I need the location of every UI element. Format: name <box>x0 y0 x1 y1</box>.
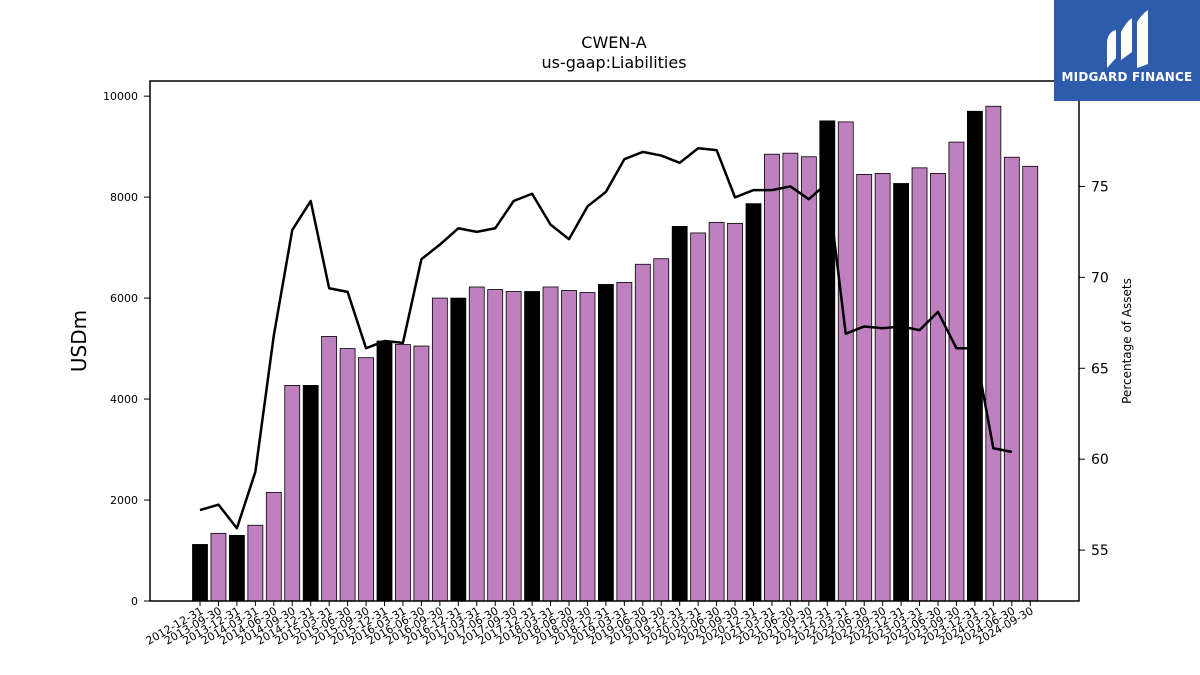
y-axis-label: USDm <box>67 310 91 372</box>
logo-brand-text: MIDGARD FINANCE <box>1062 70 1193 84</box>
bar <box>800 156 817 602</box>
liabilities-pct-line <box>199 147 1013 530</box>
bar <box>358 357 374 602</box>
bar <box>487 289 504 602</box>
y2-axis-ticks: 556065707580 <box>1079 89 1109 559</box>
bar <box>671 225 688 602</box>
bar <box>376 340 393 602</box>
bar <box>911 167 928 602</box>
bar <box>431 297 448 602</box>
bar <box>653 258 670 602</box>
bar <box>450 297 467 602</box>
bar <box>616 282 633 602</box>
bar <box>321 336 338 602</box>
bar <box>210 532 227 602</box>
y2-tick-label: 60 <box>1091 452 1109 468</box>
y-tick-label: 4000 <box>110 393 138 406</box>
y-tick-label: 10000 <box>103 90 138 103</box>
bar <box>634 263 651 602</box>
bar <box>413 345 430 602</box>
bar <box>893 183 909 602</box>
bar <box>782 152 799 602</box>
y2-tick-label: 70 <box>1091 270 1109 286</box>
bar <box>727 222 743 602</box>
bar <box>395 344 411 602</box>
bar <box>745 203 762 602</box>
y-tick-label: 0 <box>131 595 138 608</box>
bars-group <box>192 105 1039 602</box>
bar <box>930 172 946 602</box>
y2-tick-label: 55 <box>1091 543 1109 559</box>
line-group <box>199 147 1013 530</box>
bar <box>542 286 559 602</box>
y-axis-ticks: 0 2000 4000 6000 8000 10000 <box>103 90 150 608</box>
bar <box>505 291 522 602</box>
brand-logo: MIDGARD FINANCE <box>1054 0 1200 101</box>
bar <box>579 292 596 602</box>
y2-axis-label: Percentage of Assets <box>1120 278 1134 404</box>
y-tick-label: 6000 <box>110 292 138 305</box>
chart-title: CWEN-A <box>581 33 646 52</box>
bar <box>524 291 540 602</box>
bar <box>948 141 965 602</box>
bar <box>265 492 282 602</box>
bar <box>339 348 356 602</box>
bar <box>598 284 614 602</box>
chart-subtitle: us-gaap:Liabilities <box>541 53 686 72</box>
bar <box>764 153 780 602</box>
y-tick-label: 8000 <box>110 191 138 204</box>
bar <box>1022 165 1039 602</box>
bar <box>837 121 854 602</box>
bar <box>561 290 577 602</box>
bar <box>708 221 725 602</box>
bar <box>228 534 245 602</box>
bar <box>247 524 264 602</box>
bar <box>690 232 707 602</box>
bar <box>874 172 891 602</box>
y2-tick-label: 75 <box>1091 179 1109 195</box>
logo-mark-icon <box>1107 10 1148 68</box>
bar <box>468 286 485 602</box>
bar <box>302 385 319 602</box>
y-tick-label: 2000 <box>110 494 138 507</box>
plot-frame <box>149 80 1080 602</box>
bar <box>967 110 983 602</box>
y2-tick-label: 65 <box>1091 361 1109 377</box>
bar <box>192 544 208 602</box>
bar <box>856 173 873 602</box>
bar <box>985 105 1002 602</box>
x-axis-ticks: 2012-12-312013-09-302013-12-312014-03-31… <box>144 601 1036 648</box>
bar <box>284 385 301 602</box>
bar <box>1003 156 1020 602</box>
